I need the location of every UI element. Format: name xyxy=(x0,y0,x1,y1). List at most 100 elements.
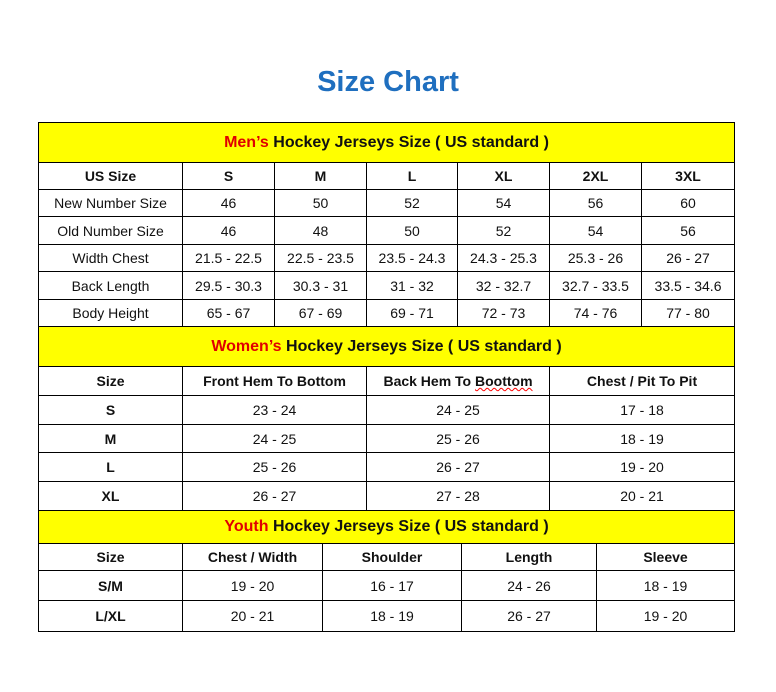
table-cell: 48 xyxy=(274,216,367,245)
table-cell: 52 xyxy=(457,216,550,245)
table-cell: 19 - 20 xyxy=(548,452,736,482)
caption-highlight: Men’s xyxy=(224,133,269,151)
table-cell: 24 - 25 xyxy=(366,395,550,425)
table-cell: 26 - 27 xyxy=(461,600,597,632)
section-caption: Men’s Hockey Jerseys Size ( US standard … xyxy=(37,122,736,163)
column-header-text: Chest / Pit To Pit xyxy=(586,373,698,389)
table-cell: 31 - 32 xyxy=(366,271,458,300)
table-row: Body Height 65 - 67 67 - 69 69 - 71 72 - 73 7… xyxy=(38,299,736,327)
table-cell: 25.3 - 26 xyxy=(549,244,642,272)
caption-text: Hockey Jerseys Size ( US standard ) xyxy=(268,518,549,535)
row-label: S xyxy=(38,395,183,425)
table-cell: 56 xyxy=(549,189,642,217)
table-cell: 24 - 26 xyxy=(461,570,597,601)
table-cell: 46 xyxy=(182,189,275,217)
table-cell: 20 - 21 xyxy=(182,600,323,632)
section-caption: Youth Hockey Jerseys Size ( US standard … xyxy=(37,510,736,544)
table-cell: 25 - 26 xyxy=(182,452,367,482)
column-header-text: Front Hem To Bottom xyxy=(203,373,346,389)
table-cell: 56 xyxy=(640,216,736,245)
column-header: L xyxy=(366,162,458,190)
column-header-text: Chest / Width xyxy=(207,549,298,565)
section-caption: Women’s Hockey Jerseys Size ( US standar… xyxy=(37,326,736,367)
table-cell: 50 xyxy=(274,189,367,217)
row-label: M xyxy=(38,424,183,453)
column-header: Size xyxy=(38,543,183,571)
column-header: Shoulder xyxy=(322,543,462,571)
women-size-table: Women’s Hockey Jerseys Size ( US standar… xyxy=(37,326,736,511)
table-cell: 60 xyxy=(640,189,736,217)
table-cell: 69 - 71 xyxy=(366,299,458,327)
table-row: S/M 19 - 20 16 - 17 24 - 26 18 - 19 xyxy=(38,570,736,601)
table-cell: 65 - 67 xyxy=(182,299,275,327)
table-cell: 46 xyxy=(182,216,275,245)
misspelled-word: Boottom xyxy=(475,373,533,389)
table-cell: 77 - 80 xyxy=(640,299,736,327)
column-header: US Size xyxy=(38,162,183,190)
section-banner: Men’s Hockey Jerseys Size ( US standard … xyxy=(37,122,736,163)
column-header-text: Length xyxy=(505,549,553,565)
column-header: Size xyxy=(38,366,183,396)
table-cell: 23.5 - 24.3 xyxy=(366,244,458,272)
table-cell: 24.3 - 25.3 xyxy=(457,244,550,272)
column-header: M xyxy=(274,162,367,190)
caption-text: Hockey Jerseys Size ( US standard ) xyxy=(268,133,549,151)
table-cell: 54 xyxy=(457,189,550,217)
column-header: Sleeve xyxy=(595,543,736,571)
column-header-text: XL xyxy=(494,168,513,184)
table-row: Old Number Size 46 48 50 52 54 56 xyxy=(38,216,736,245)
column-header-text: Shoulder xyxy=(361,549,423,565)
table-cell: 18 - 19 xyxy=(322,600,462,632)
table-row: Back Length 29.5 - 30.3 30.3 - 31 31 - 32 32… xyxy=(38,271,736,300)
column-header-text: Sleeve xyxy=(643,549,688,565)
row-label: L xyxy=(38,452,183,482)
column-header: Length xyxy=(461,543,597,571)
column-header: Front Hem To Bottom xyxy=(182,366,367,396)
header-row: Size Front Hem To Bottom Back Hem To Boott… xyxy=(38,366,736,396)
table-row: M 24 - 25 25 - 26 18 - 19 xyxy=(38,424,736,453)
row-label: Body Height xyxy=(38,299,183,327)
column-header-text: L xyxy=(407,168,417,184)
table-cell: 17 - 18 xyxy=(548,395,736,425)
column-header-text: Size xyxy=(96,549,125,565)
youth-size-section: Youth Hockey Jerseys Size ( US standard … xyxy=(37,510,736,632)
row-label: S/M xyxy=(38,570,183,601)
table-cell: 16 - 17 xyxy=(322,570,462,601)
table-cell: 67 - 69 xyxy=(274,299,367,327)
column-header-text: Back Hem To Boottom xyxy=(383,373,533,389)
column-header: Back Hem To Boottom xyxy=(366,366,550,396)
column-header: 3XL xyxy=(640,162,736,190)
header-row: US Size S M L XL 2XL 3XL xyxy=(38,162,736,190)
men-size-table: Men’s Hockey Jerseys Size ( US standard … xyxy=(37,122,736,327)
table-cell: 19 - 20 xyxy=(182,570,323,601)
table-row: Width Chest 21.5 - 22.5 22.5 - 23.5 23.5 - … xyxy=(38,244,736,272)
table-cell: 18 - 19 xyxy=(548,424,736,453)
table-cell: 26 - 27 xyxy=(366,452,550,482)
table-cell: 32 - 32.7 xyxy=(457,271,550,300)
table-cell: 27 - 28 xyxy=(366,481,550,511)
table-cell: 18 - 19 xyxy=(595,570,736,601)
column-header-text: 2XL xyxy=(582,168,609,184)
column-header-text: Size xyxy=(96,373,125,389)
row-label: Back Length xyxy=(38,271,183,300)
table-cell: 26 - 27 xyxy=(640,244,736,272)
row-label: Old Number Size xyxy=(38,216,183,245)
column-header-text: 3XL xyxy=(675,168,701,184)
row-label: L/XL xyxy=(38,600,183,632)
youth-size-table: Youth Hockey Jerseys Size ( US standard … xyxy=(37,510,736,632)
column-header-text: S xyxy=(223,168,234,184)
table-cell: 19 - 20 xyxy=(595,600,736,632)
table-cell: 22.5 - 23.5 xyxy=(274,244,367,272)
section-banner: Youth Hockey Jerseys Size ( US standard … xyxy=(37,510,736,544)
table-cell: 25 - 26 xyxy=(366,424,550,453)
table-cell: 20 - 21 xyxy=(548,481,736,511)
header-row: Size Chest / Width Shoulder Length Sleeve xyxy=(38,543,736,571)
table-cell: 30.3 - 31 xyxy=(274,271,367,300)
caption-highlight: Women’s xyxy=(211,337,282,355)
row-label: New Number Size xyxy=(38,189,183,217)
table-row: L 25 - 26 26 - 27 19 - 20 xyxy=(38,452,736,482)
table-cell: 23 - 24 xyxy=(182,395,367,425)
row-label: Width Chest xyxy=(38,244,183,272)
women-size-section: Women’s Hockey Jerseys Size ( US standar… xyxy=(37,326,736,511)
men-size-section: Men’s Hockey Jerseys Size ( US standard … xyxy=(37,122,736,327)
